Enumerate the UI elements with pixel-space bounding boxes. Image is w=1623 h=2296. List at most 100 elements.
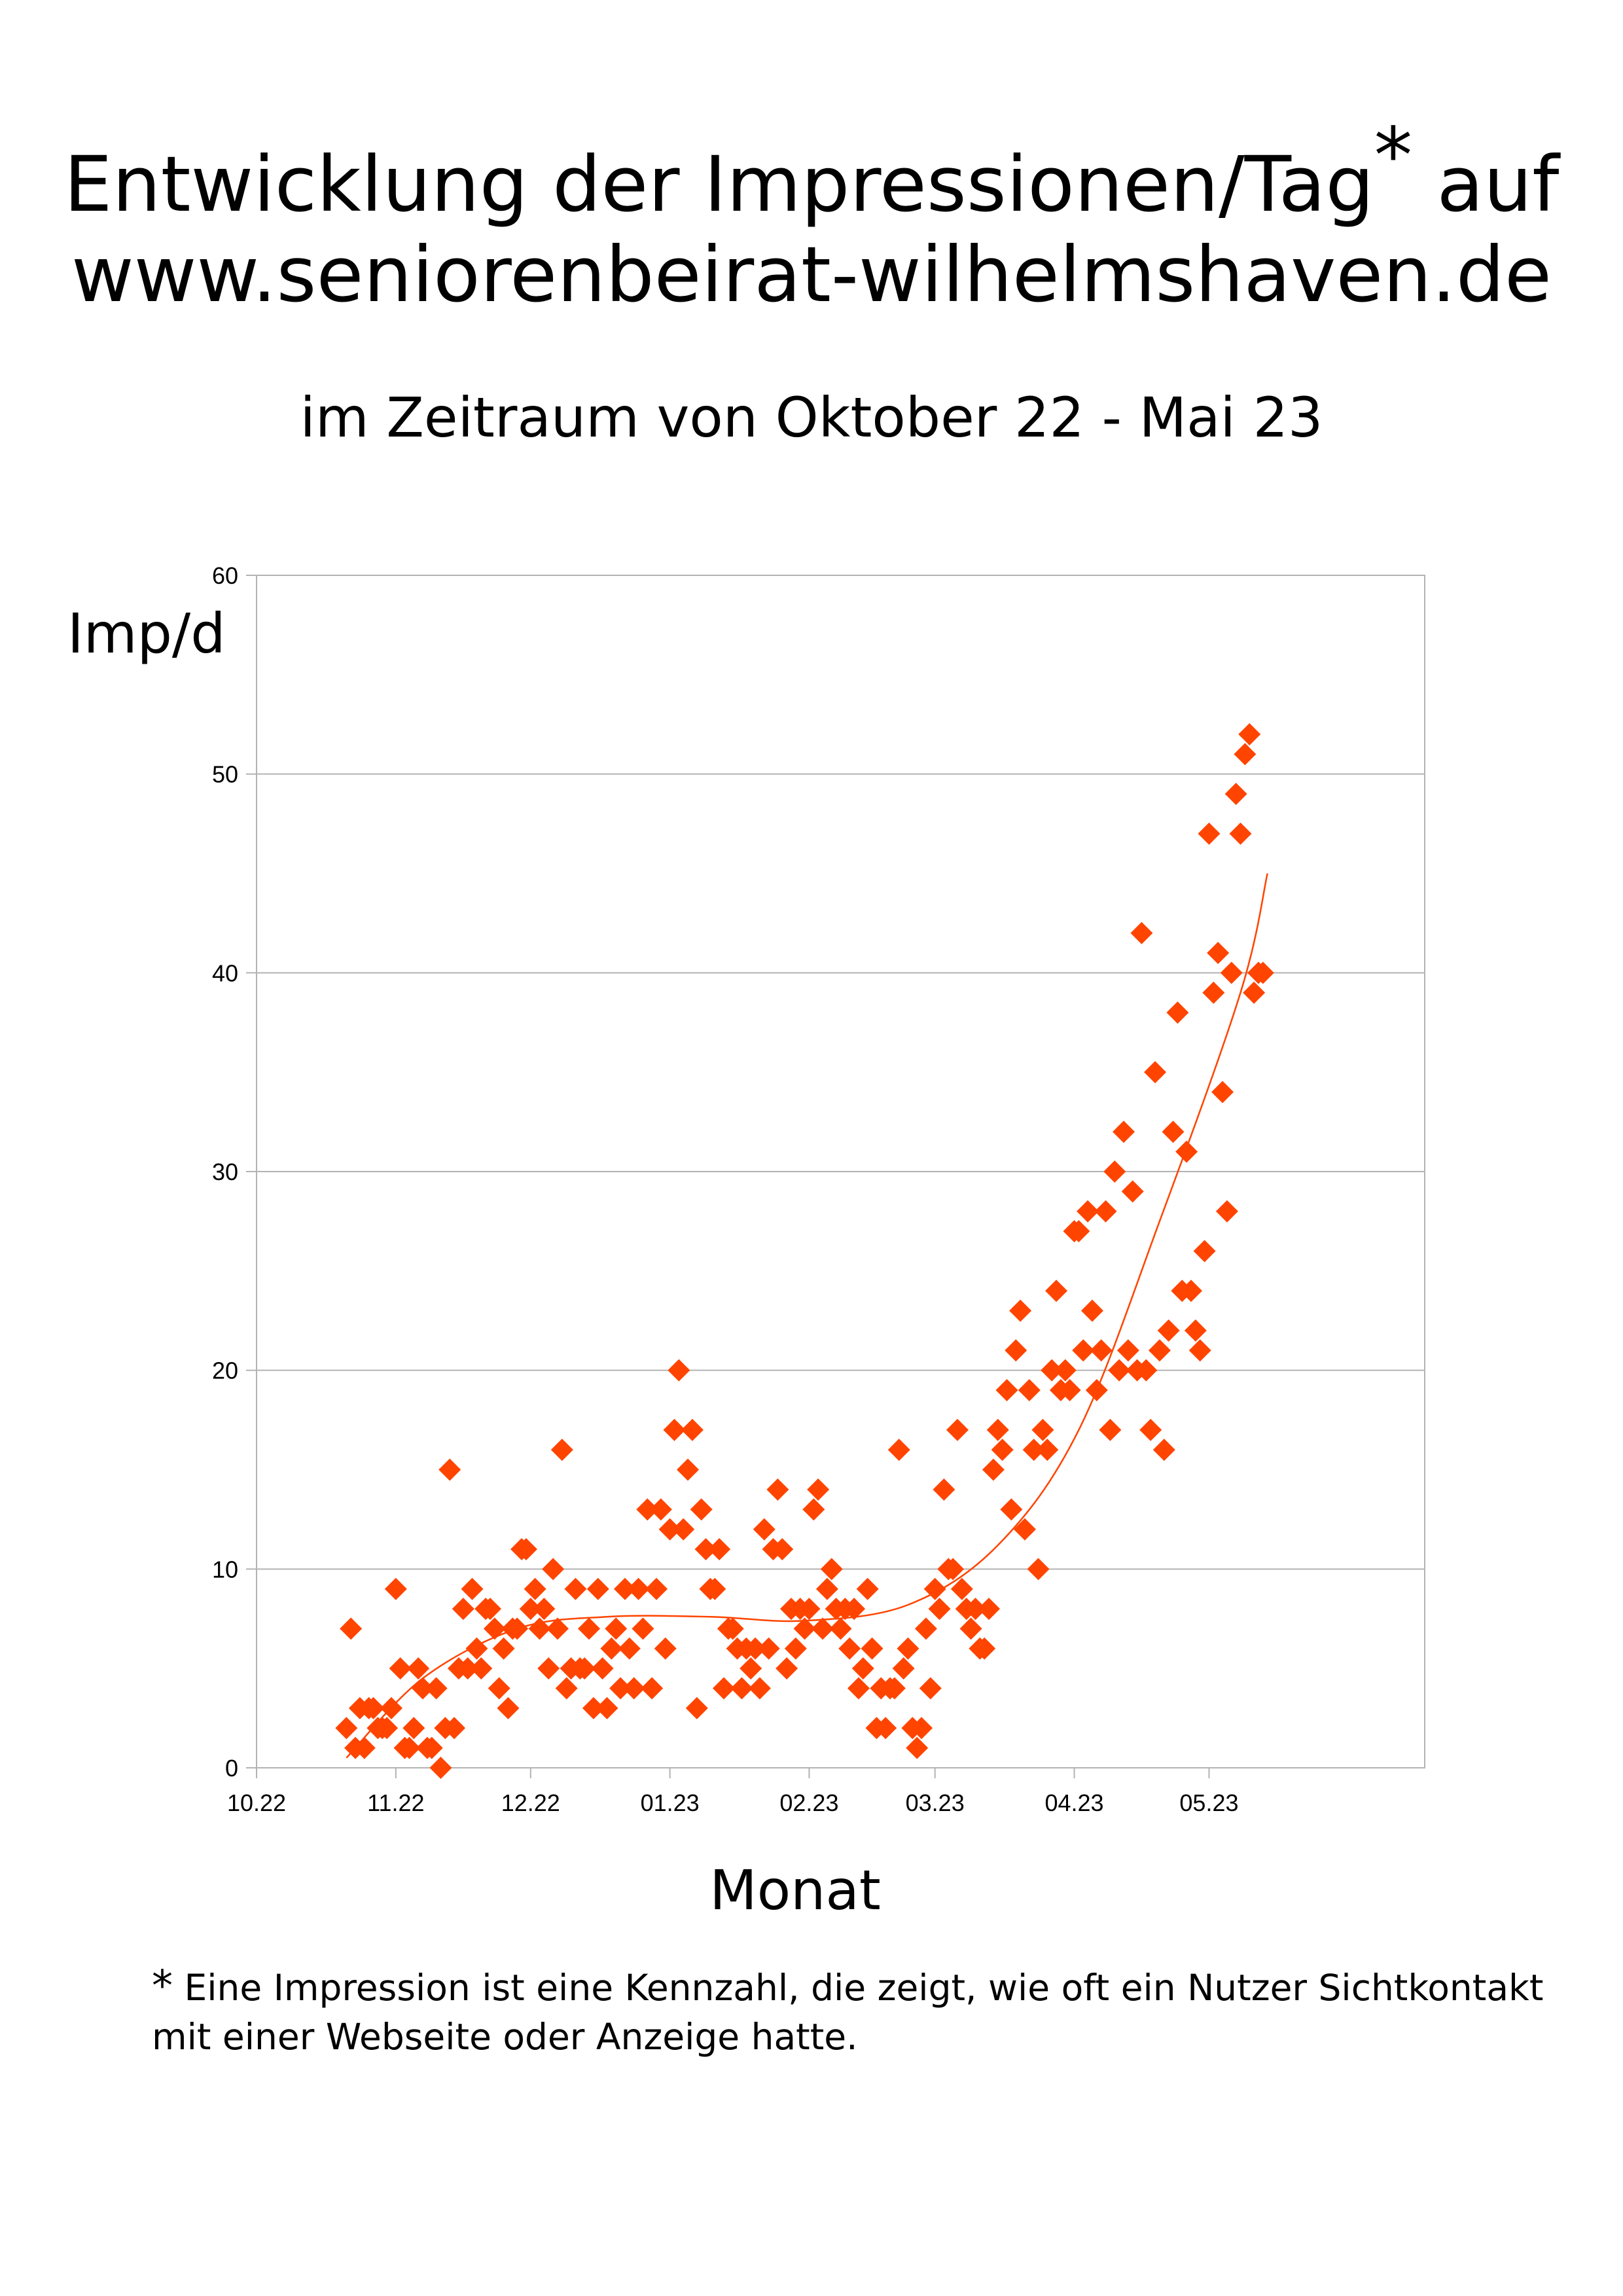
data-point xyxy=(546,1617,569,1640)
data-point xyxy=(425,1677,448,1700)
data-point xyxy=(815,1577,838,1600)
data-point xyxy=(537,1657,560,1680)
x-tick-label-02.23: 02.23 xyxy=(779,1789,838,1816)
data-point xyxy=(1130,922,1153,944)
data-point xyxy=(1188,1339,1211,1362)
data-point xyxy=(793,1617,816,1640)
data-point xyxy=(1009,1299,1032,1322)
data-point xyxy=(663,1418,686,1441)
x-tick-label-12.22: 12.22 xyxy=(501,1789,560,1816)
y-tick-label-10: 10 xyxy=(212,1556,238,1583)
data-point xyxy=(1121,1180,1144,1203)
data-point xyxy=(802,1498,825,1521)
data-point xyxy=(843,1598,866,1621)
data-point xyxy=(609,1677,632,1700)
data-point xyxy=(550,1439,573,1462)
data-point xyxy=(973,1637,996,1660)
data-point xyxy=(887,1439,910,1462)
data-point xyxy=(986,1418,1009,1441)
data-point xyxy=(456,1657,479,1680)
data-point xyxy=(613,1577,636,1600)
data-point xyxy=(704,1577,726,1600)
data-point xyxy=(1175,1140,1198,1163)
y-tick-label-20: 20 xyxy=(212,1357,238,1384)
data-point xyxy=(519,1598,542,1621)
data-point xyxy=(605,1617,628,1640)
data-point xyxy=(959,1617,982,1640)
data-point xyxy=(1077,1200,1099,1223)
data-point xyxy=(771,1537,794,1560)
data-point xyxy=(874,1717,897,1740)
data-point xyxy=(340,1617,363,1640)
data-point xyxy=(672,1518,695,1541)
data-point xyxy=(1099,1418,1122,1441)
data-point xyxy=(420,1736,443,1759)
data-point xyxy=(438,1458,461,1481)
data-point xyxy=(658,1518,681,1541)
y-tick-label-30: 30 xyxy=(212,1158,238,1185)
data-point xyxy=(1113,1121,1135,1143)
data-point xyxy=(964,1598,987,1621)
data-point xyxy=(353,1736,376,1759)
data-point xyxy=(407,1657,430,1680)
data-point xyxy=(919,1677,942,1700)
data-point xyxy=(1036,1439,1059,1462)
data-point xyxy=(1243,981,1266,1004)
y-tick-label-0: 0 xyxy=(225,1755,238,1782)
data-point xyxy=(883,1677,906,1700)
footnote-line2: mit einer Webseite oder Anzeige hatte. xyxy=(152,2016,858,2058)
title-footnote-star: * xyxy=(1374,111,1413,200)
data-point xyxy=(708,1537,731,1560)
data-point xyxy=(1000,1498,1023,1521)
data-point xyxy=(586,1577,609,1600)
data-point xyxy=(1162,1121,1185,1143)
data-point xyxy=(923,1577,946,1600)
data-point xyxy=(668,1359,690,1382)
data-point xyxy=(807,1478,830,1501)
data-point xyxy=(582,1696,605,1719)
x-tick-label-01.23: 01.23 xyxy=(641,1789,700,1816)
data-point xyxy=(1229,822,1252,845)
data-point xyxy=(654,1637,677,1660)
data-point xyxy=(528,1617,551,1640)
data-point xyxy=(694,1537,717,1560)
data-point xyxy=(1202,981,1225,1004)
data-point xyxy=(748,1677,771,1700)
data-point xyxy=(632,1617,654,1640)
data-point xyxy=(483,1617,506,1640)
data-point xyxy=(1220,961,1243,984)
data-point xyxy=(776,1657,798,1680)
data-point xyxy=(1094,1200,1117,1223)
data-point xyxy=(533,1598,556,1621)
data-point xyxy=(429,1757,452,1779)
data-point xyxy=(897,1637,919,1660)
data-point xyxy=(618,1637,641,1660)
data-point xyxy=(398,1736,421,1759)
data-point xyxy=(492,1637,515,1660)
footnote-star: * xyxy=(152,1962,173,2011)
chart-title-line1: Entwicklung der Impressionen/Tag* auf xyxy=(0,111,1623,230)
data-point xyxy=(829,1617,852,1640)
data-point xyxy=(744,1637,767,1660)
x-tick-label-11.22: 11.22 xyxy=(367,1789,424,1816)
y-tick-label-50: 50 xyxy=(212,761,238,788)
data-point xyxy=(600,1637,623,1660)
data-point xyxy=(820,1558,843,1581)
data-point xyxy=(1072,1339,1095,1362)
data-point xyxy=(1207,941,1230,964)
data-point xyxy=(812,1617,834,1640)
data-point xyxy=(384,1577,407,1600)
data-point xyxy=(861,1637,883,1660)
data-point xyxy=(1045,1280,1068,1302)
x-axis-label: Monat xyxy=(709,1858,881,1922)
data-point xyxy=(402,1717,425,1740)
data-point xyxy=(1018,1379,1041,1402)
data-point xyxy=(1135,1359,1158,1382)
data-point xyxy=(465,1637,488,1660)
data-point xyxy=(1013,1518,1036,1541)
data-point xyxy=(942,1558,965,1581)
data-point xyxy=(389,1657,412,1680)
data-point xyxy=(376,1717,399,1740)
data-point xyxy=(380,1696,402,1719)
data-point xyxy=(1067,1220,1090,1243)
